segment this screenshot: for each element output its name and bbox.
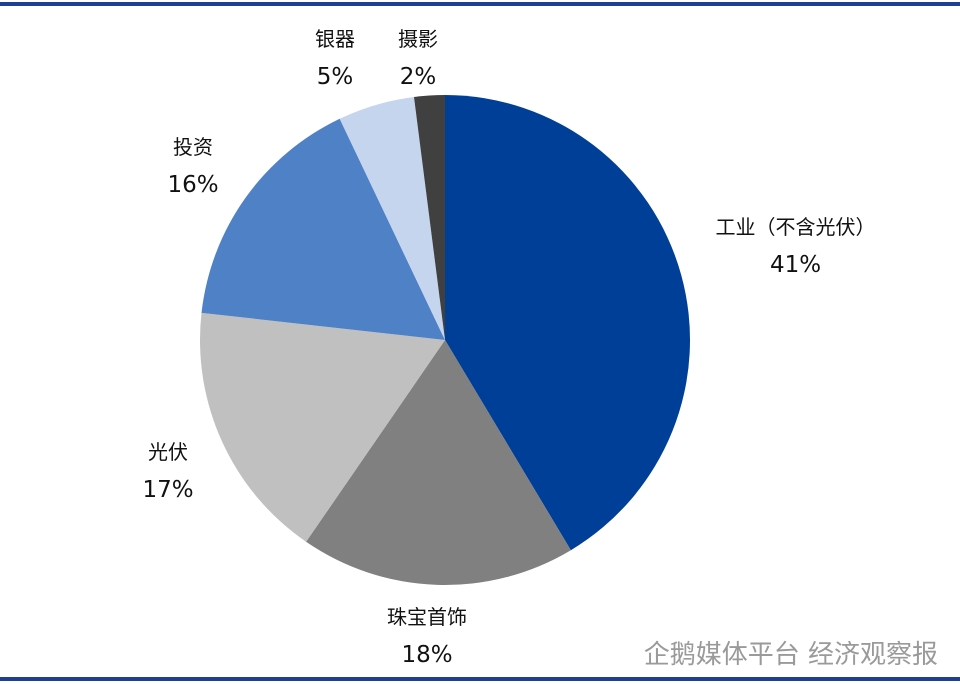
category-label: 珠宝首饰 xyxy=(387,605,467,629)
bottom-rule xyxy=(0,677,960,681)
value-label: 18% xyxy=(401,642,453,668)
slice-label: 投资 16% xyxy=(133,128,253,204)
category-label: 投资 xyxy=(173,135,213,159)
slice-label: 工业（不含光伏） 41% xyxy=(708,208,883,284)
slice-label: 银器 5% xyxy=(285,20,385,96)
pie-slice xyxy=(413,95,445,340)
value-label: 17% xyxy=(142,477,194,503)
pie-slice xyxy=(201,118,445,341)
value-label: 2% xyxy=(399,64,437,90)
slice-label: 珠宝首饰 18% xyxy=(357,598,497,674)
category-label: 光伏 xyxy=(148,440,188,464)
pie-slice xyxy=(306,340,571,585)
slice-label: 摄影 2% xyxy=(368,20,468,96)
pie-slice xyxy=(339,96,445,340)
pie-slice xyxy=(200,312,445,542)
value-label: 41% xyxy=(769,252,822,278)
slice-label: 光伏 17% xyxy=(108,433,228,509)
top-rule xyxy=(0,2,960,6)
watermark: 企鹅媒体平台 经济观察报 xyxy=(643,640,938,670)
category-label: 摄影 xyxy=(398,27,438,51)
pie-slice xyxy=(445,95,690,551)
category-label: 银器 xyxy=(315,27,355,51)
category-label: 工业（不含光伏） xyxy=(715,215,876,239)
value-label: 5% xyxy=(316,64,354,90)
value-label: 16% xyxy=(167,172,219,198)
